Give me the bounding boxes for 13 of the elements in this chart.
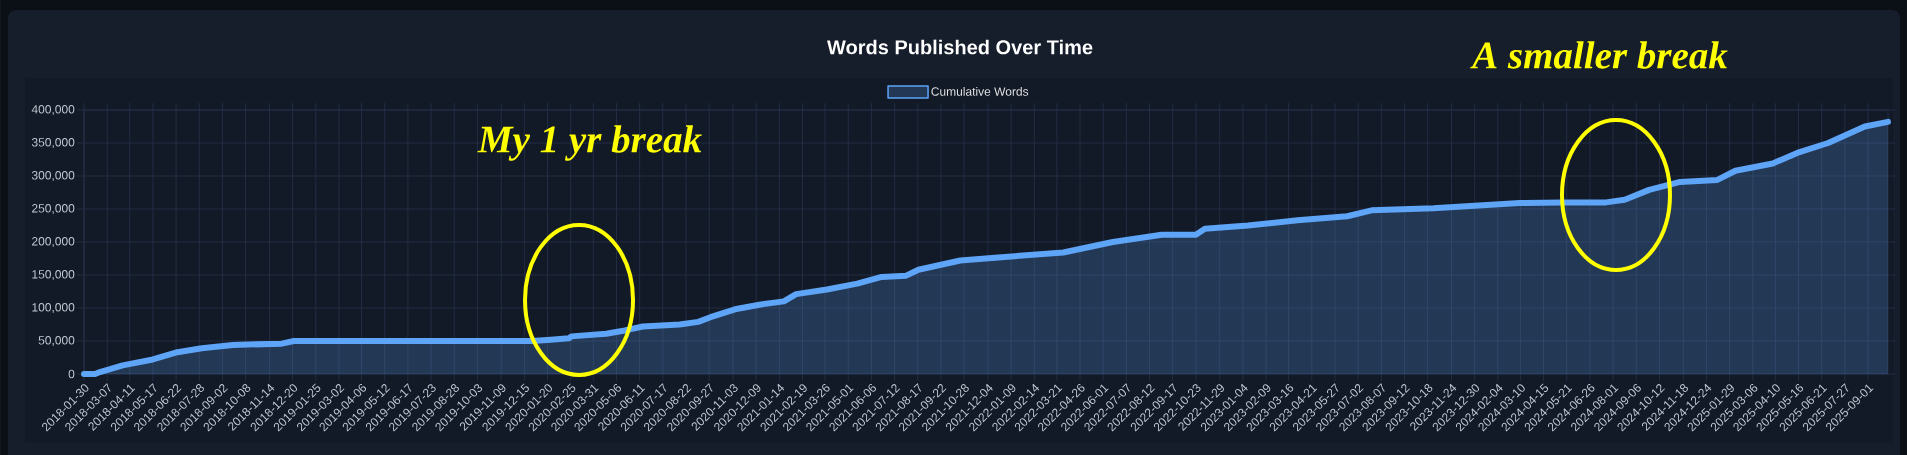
y-tick-label: 300,000	[31, 171, 75, 181]
y-tick-label: 250,000	[32, 204, 75, 214]
y-tick-label: 0	[68, 369, 75, 379]
legend-label: Cumulative Words	[931, 86, 1029, 96]
annotation: My 1 yr break	[477, 125, 702, 161]
y-tick-label: 400,000	[31, 105, 75, 115]
text: A smaller break	[1470, 41, 1728, 69]
y-tick-label: 150,000	[32, 270, 75, 280]
chart-title: Words Published Over Time	[827, 39, 1093, 55]
y-tick-label: 200,000	[32, 237, 75, 247]
y-tick-label: 50,000	[38, 336, 75, 346]
y-tick-label: 350,000	[31, 138, 75, 148]
y-tick-label: 100,000	[32, 303, 75, 313]
